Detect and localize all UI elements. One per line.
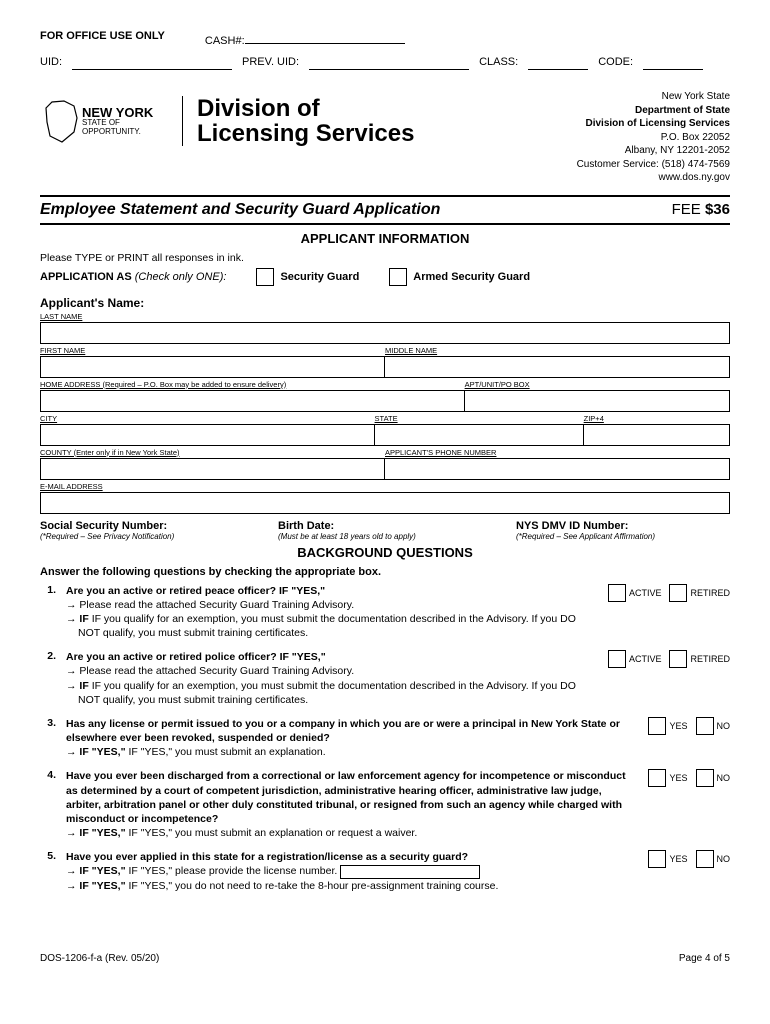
input-home[interactable] <box>40 390 465 412</box>
question-3: 3. Has any license or permit issued to y… <box>40 717 730 760</box>
application-as-label: APPLICATION AS (Check only ONE): <box>40 271 226 283</box>
q5-license-number[interactable] <box>340 865 480 879</box>
division-title: Division of Licensing Services <box>182 96 414 146</box>
background-instruction: Answer the following questions by checki… <box>40 566 730 578</box>
question-4: 4. Have you ever been discharged from a … <box>40 769 730 840</box>
ny-state-logo: NEW YORK STATE OF OPPORTUNITY. <box>40 90 170 152</box>
office-use-row1: FOR OFFICE USE ONLY CASH#: <box>40 30 730 50</box>
input-first-name[interactable] <box>40 356 385 378</box>
page-footer: DOS-1206-f-a (Rev. 05/20) Page 4 of 5 <box>40 953 730 964</box>
prevuid-field[interactable] <box>309 56 469 70</box>
label-first-name: FIRST NAME <box>40 346 385 355</box>
input-last-name[interactable] <box>40 322 730 344</box>
cash-field[interactable] <box>245 30 405 44</box>
office-use-row2: UID: PREV. UID: CLASS: CODE: <box>40 56 730 70</box>
q3-yes[interactable]: YES <box>648 717 687 735</box>
q5-yes[interactable]: YES <box>648 850 687 868</box>
label-apt: APT/UNIT/PO BOX <box>465 380 730 389</box>
input-city[interactable] <box>40 424 375 446</box>
class-field[interactable] <box>528 56 588 70</box>
input-email[interactable] <box>40 492 730 514</box>
section-background: BACKGROUND QUESTIONS <box>40 545 730 560</box>
question-5: 5. Have you ever applied in this state f… <box>40 850 730 893</box>
q3-no[interactable]: NO <box>696 717 731 735</box>
dept-address: New York State Department of State Divis… <box>577 90 730 185</box>
q2-retired[interactable]: RETIRED <box>669 650 730 668</box>
label-home: HOME ADDRESS (Required – P.O. Box may be… <box>40 380 465 389</box>
input-county[interactable] <box>40 458 385 480</box>
form-title: Employee Statement and Security Guard Ap… <box>40 201 440 219</box>
uid-label: UID: <box>40 56 62 70</box>
dmv-block: NYS DMV ID Number:(*Required – See Appli… <box>516 520 730 541</box>
input-apt[interactable] <box>465 390 730 412</box>
page-number: Page 4 of 5 <box>679 953 730 964</box>
label-email: E-MAIL ADDRESS <box>40 482 730 491</box>
application-as-row: APPLICATION AS (Check only ONE): Securit… <box>40 268 730 286</box>
form-id: DOS-1206-f-a (Rev. 05/20) <box>40 953 159 964</box>
ssn-block: Social Security Number:(*Required – See … <box>40 520 254 541</box>
prevuid-label: PREV. UID: <box>242 56 299 70</box>
input-middle-name[interactable] <box>385 356 730 378</box>
q1-active[interactable]: ACTIVE <box>608 584 662 602</box>
print-instruction: Please TYPE or PRINT all responses in in… <box>40 252 730 264</box>
q2-active[interactable]: ACTIVE <box>608 650 662 668</box>
logo-area: NEW YORK STATE OF OPPORTUNITY. Division … <box>40 90 414 152</box>
code-label: CODE: <box>598 56 633 70</box>
class-label: CLASS: <box>479 56 518 70</box>
label-phone: APPLICANT'S PHONE NUMBER <box>385 448 730 457</box>
input-phone[interactable] <box>385 458 730 480</box>
label-zip: ZIP+4 <box>584 414 730 423</box>
header: NEW YORK STATE OF OPPORTUNITY. Division … <box>40 82 730 197</box>
label-city: CITY <box>40 414 375 423</box>
q4-no[interactable]: NO <box>696 769 731 787</box>
checkbox-security-guard[interactable]: Security Guard <box>256 268 359 286</box>
ny-outline-icon <box>44 98 82 144</box>
uid-field[interactable] <box>72 56 232 70</box>
logo-line2b: OPPORTUNITY. <box>82 128 170 137</box>
section-applicant-info: APPLICANT INFORMATION <box>40 231 730 246</box>
label-state: STATE <box>375 414 584 423</box>
logo-line1: NEW YORK <box>82 106 170 119</box>
label-last-name: LAST NAME <box>40 312 730 321</box>
cash-label: CASH#: <box>205 30 405 50</box>
id-triple-row: Social Security Number:(*Required – See … <box>40 520 730 541</box>
office-use-heading: FOR OFFICE USE ONLY <box>40 30 165 42</box>
checkbox-armed-security-guard[interactable]: Armed Security Guard <box>389 268 530 286</box>
q4-yes[interactable]: YES <box>648 769 687 787</box>
input-state[interactable] <box>375 424 584 446</box>
question-1: 1. Are you an active or retired peace of… <box>40 584 730 641</box>
code-field[interactable] <box>643 56 703 70</box>
input-zip[interactable] <box>584 424 730 446</box>
label-county: COUNTY (Enter only if in New York State) <box>40 448 385 457</box>
fee: FEE $36 <box>672 201 730 218</box>
applicant-name-heading: Applicant's Name: <box>40 296 730 310</box>
label-middle-name: MIDDLE NAME <box>385 346 730 355</box>
form-title-bar: Employee Statement and Security Guard Ap… <box>40 197 730 225</box>
q5-no[interactable]: NO <box>696 850 731 868</box>
q1-retired[interactable]: RETIRED <box>669 584 730 602</box>
birthdate-block: Birth Date:(Must be at least 18 years ol… <box>278 520 492 541</box>
question-2: 2. Are you an active or retired police o… <box>40 650 730 707</box>
